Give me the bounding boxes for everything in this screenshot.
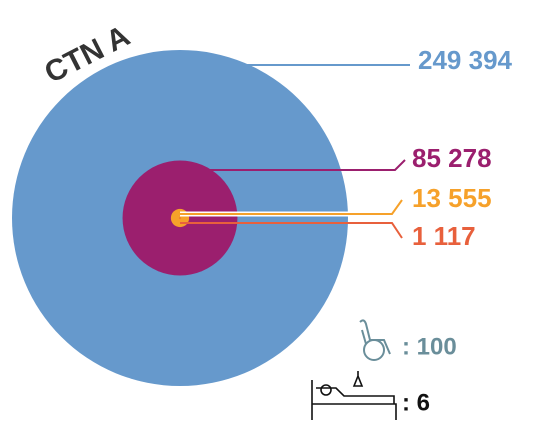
circle [179,217,181,219]
wheelchair-icon [359,319,391,361]
connector [180,222,403,239]
value-label: 249 394 [418,45,513,75]
value-label: 85 278 [412,143,492,173]
value-label: 1 117 [412,221,476,251]
value-label: 13 555 [412,183,492,213]
bed-icon [311,371,397,420]
count-label: : 6 [402,389,430,416]
connector [205,159,406,171]
connector [180,199,403,215]
count-label: : 100 [402,333,457,360]
